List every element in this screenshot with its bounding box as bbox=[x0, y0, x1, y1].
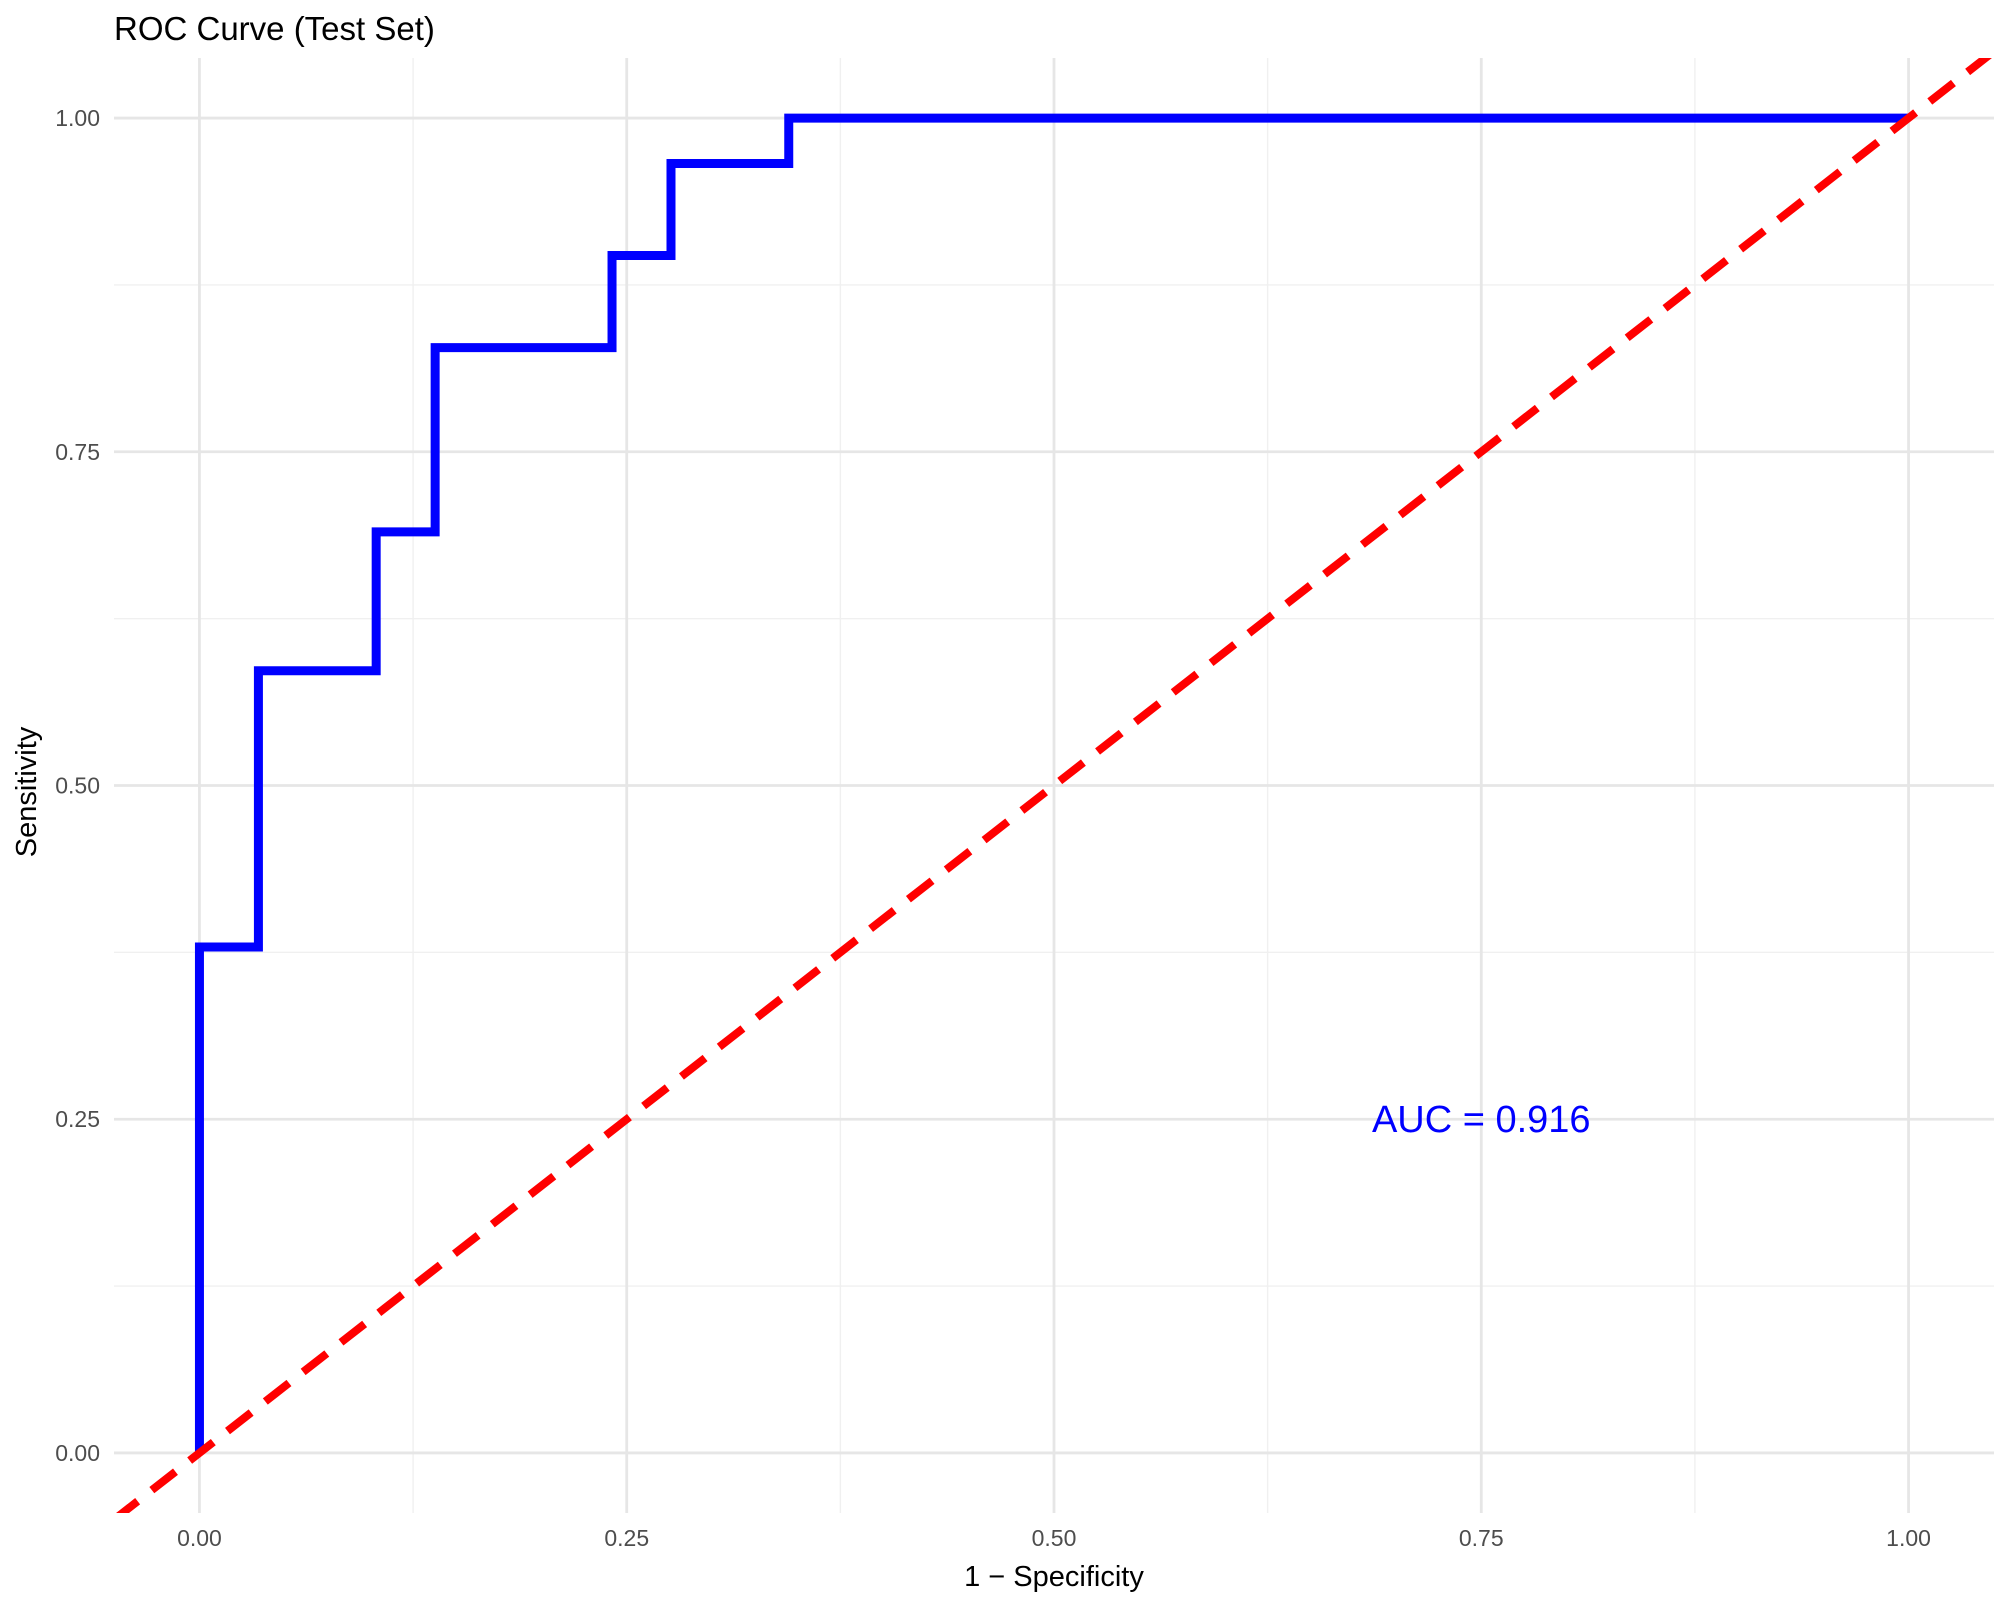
annotations: AUC = 0.916 bbox=[1372, 1099, 1591, 1141]
x-axis-title: 1 − Specificity bbox=[964, 1561, 1144, 1593]
y-tick-label: 1.00 bbox=[55, 105, 100, 131]
x-tick-labels: 0.00 0.25 0.50 0.75 1.00 bbox=[177, 1525, 1931, 1551]
y-tick-label: 0.75 bbox=[55, 439, 100, 465]
reference-diagonal-line bbox=[116, 58, 1992, 1513]
x-tick-label: 0.75 bbox=[1459, 1525, 1504, 1551]
series-layer bbox=[116, 58, 1992, 1513]
chart-title: ROC Curve (Test Set) bbox=[114, 10, 435, 47]
roc-curve-line bbox=[194, 113, 1909, 1453]
y-tick-label: 0.25 bbox=[55, 1106, 100, 1132]
y-axis-title: Sensitivity bbox=[11, 726, 43, 857]
x-tick-label: 0.00 bbox=[177, 1525, 222, 1551]
y-tick-labels: 0.00 0.25 0.50 0.75 1.00 bbox=[55, 105, 100, 1466]
y-tick-label: 0.00 bbox=[55, 1440, 100, 1466]
x-tick-label: 0.25 bbox=[604, 1525, 649, 1551]
x-tick-label: 0.50 bbox=[1032, 1525, 1077, 1551]
x-tick-label: 1.00 bbox=[1886, 1525, 1931, 1551]
auc-annotation: AUC = 0.916 bbox=[1372, 1099, 1591, 1141]
y-tick-label: 0.50 bbox=[55, 773, 100, 799]
